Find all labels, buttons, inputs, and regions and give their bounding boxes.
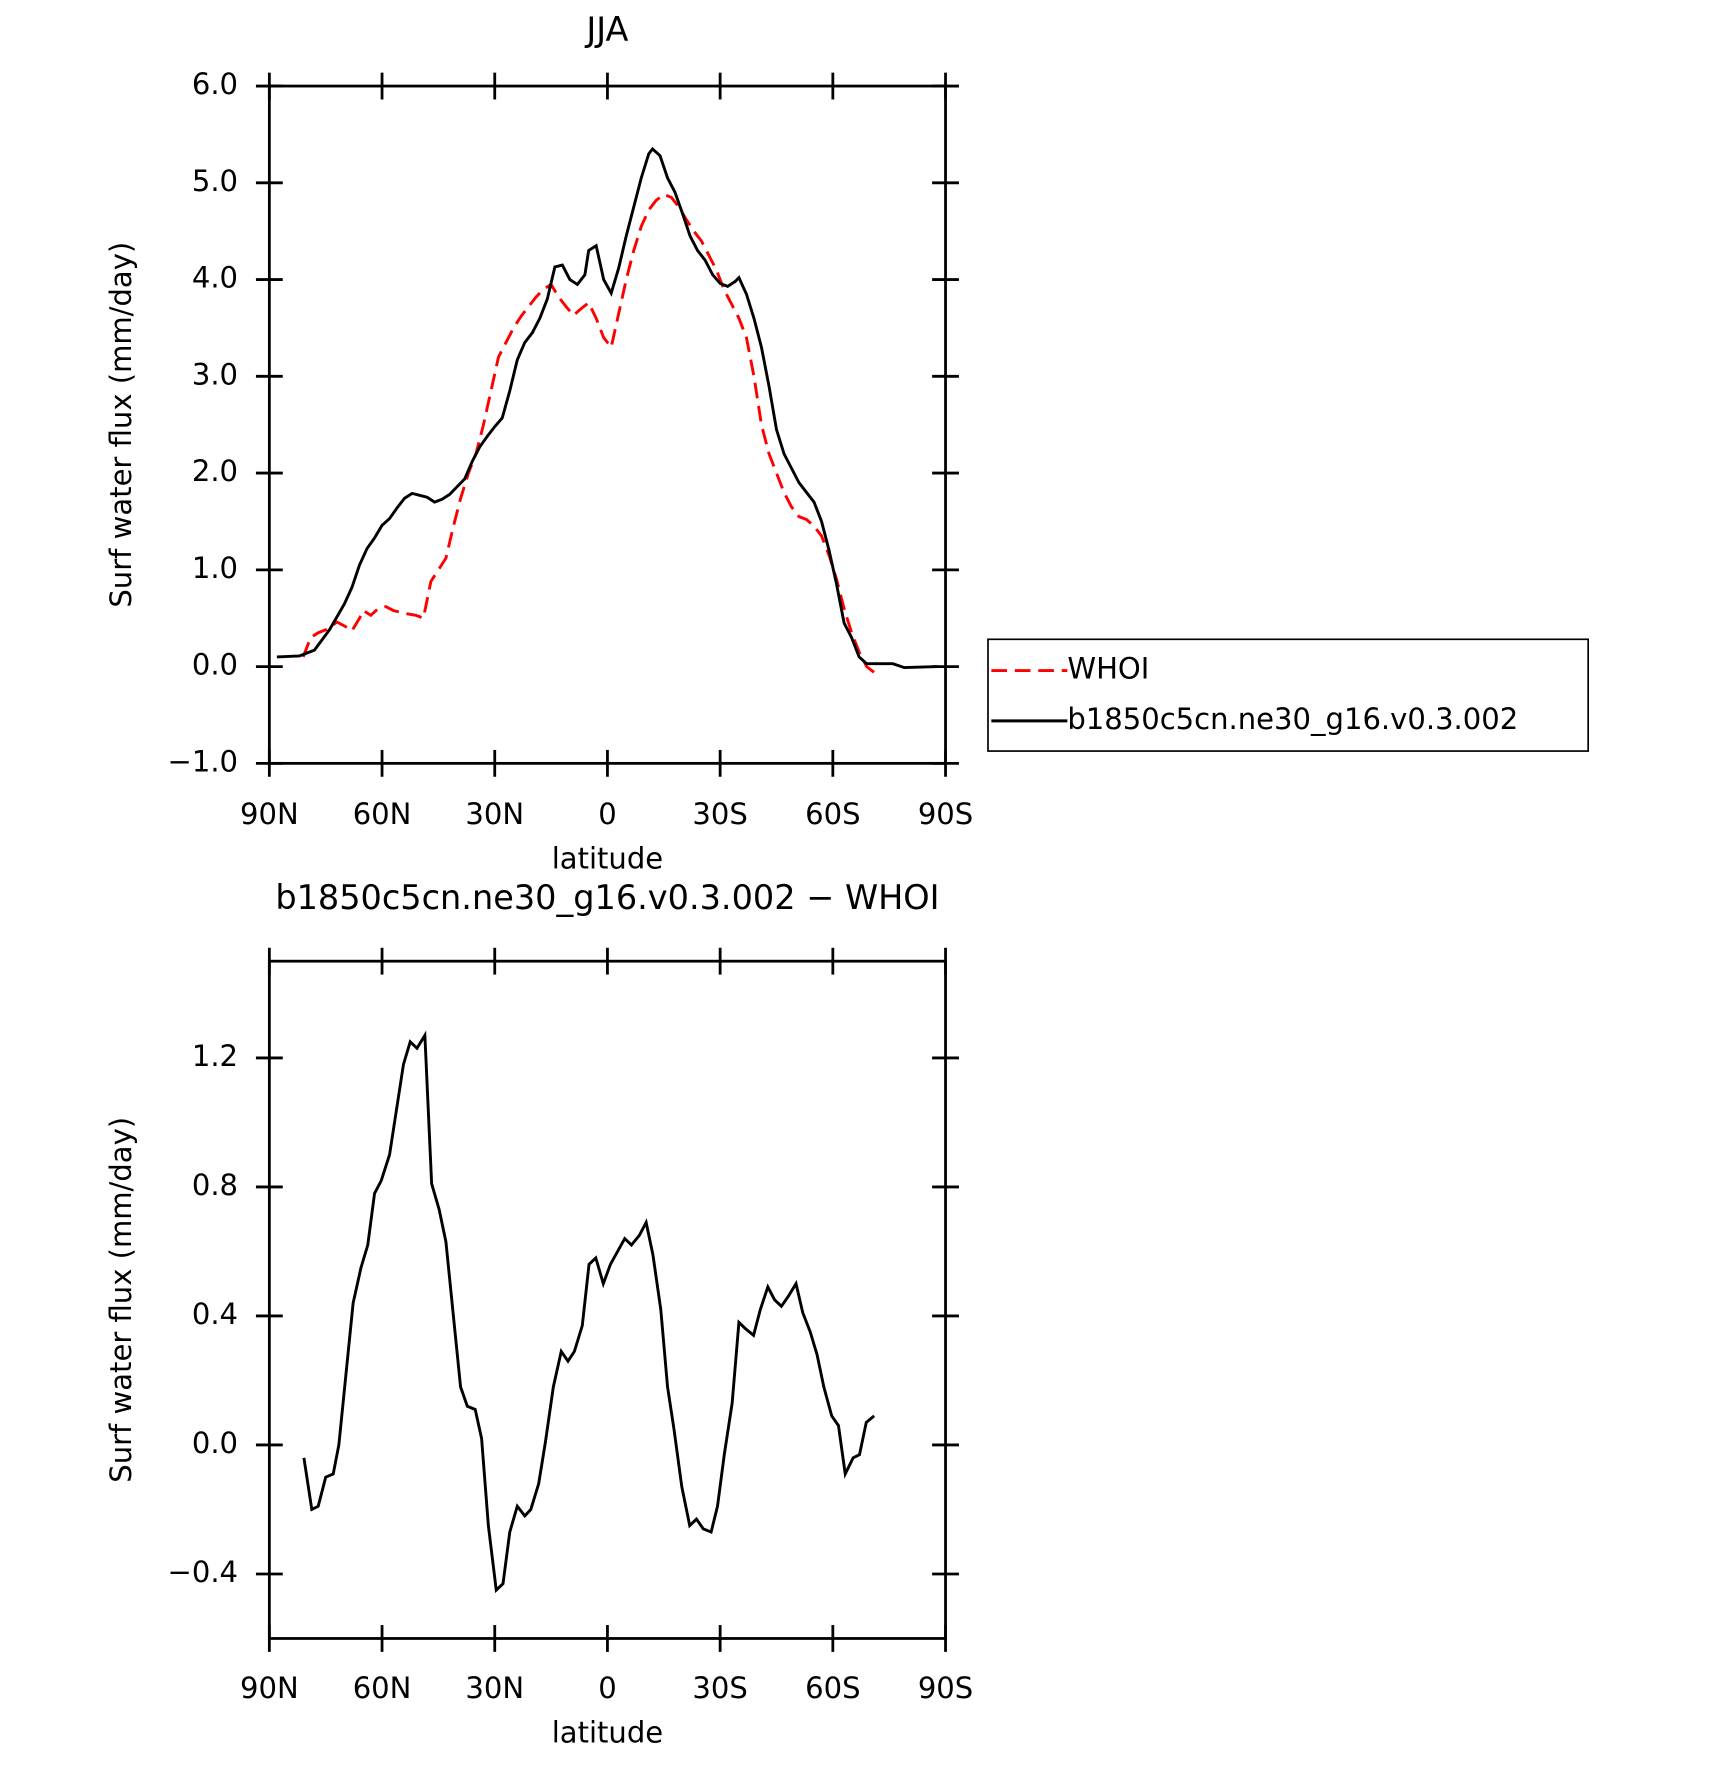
plot-frame	[267, 959, 947, 1640]
legend-box	[987, 638, 1590, 752]
y-tick-label: 1.0	[192, 551, 238, 585]
y-tick-label: 0.4	[192, 1297, 238, 1331]
x-tick-label: 0	[598, 1671, 616, 1705]
x-tick-label: 90N	[240, 797, 299, 831]
x-tick-label: 90S	[918, 1671, 973, 1705]
y-tick-label: 5.0	[192, 164, 238, 198]
x-tick-label: 30S	[692, 1671, 747, 1705]
y-axis-label: Surf water flux (mm/day)	[104, 1117, 138, 1483]
legend-label: WHOI	[1067, 652, 1149, 686]
x-tick-label: 60S	[805, 1671, 860, 1705]
y-tick-label: 0.0	[192, 648, 238, 682]
y-tick-label: 2.0	[192, 454, 238, 488]
x-tick-label: 60S	[805, 797, 860, 831]
chart-title: b1850c5cn.ne30_g16.v0.3.002 − WHOI	[275, 878, 939, 917]
chart-title: JJA	[584, 10, 628, 49]
data-line	[302, 1030, 876, 1594]
y-axis-label: Surf water flux (mm/day)	[104, 242, 138, 608]
x-tick-label: 30N	[465, 1671, 524, 1705]
plot-frame	[267, 84, 947, 765]
data-line	[276, 146, 939, 670]
x-tick-label: 0	[598, 797, 616, 831]
data-line	[301, 192, 876, 674]
x-axis-label: latitude	[552, 842, 663, 876]
y-tick-label: −1.0	[168, 744, 239, 778]
x-tick-label: 60N	[353, 1671, 412, 1705]
y-tick-label: 3.0	[192, 357, 238, 391]
x-tick-label: 90N	[240, 1671, 299, 1705]
x-tick-label: 30N	[465, 797, 524, 831]
x-axis-label: latitude	[552, 1716, 663, 1750]
y-tick-label: 1.2	[192, 1039, 238, 1073]
y-tick-label: 0.8	[192, 1168, 238, 1202]
x-tick-label: 60N	[353, 797, 412, 831]
legend-label: b1850c5cn.ne30_g16.v0.3.002	[1067, 702, 1518, 736]
y-tick-label: −0.4	[168, 1555, 239, 1589]
y-tick-label: 6.0	[192, 67, 238, 101]
x-tick-label: 90S	[918, 797, 973, 831]
y-tick-label: 4.0	[192, 261, 238, 295]
y-tick-label: 0.0	[192, 1426, 238, 1460]
x-tick-label: 30S	[692, 797, 747, 831]
